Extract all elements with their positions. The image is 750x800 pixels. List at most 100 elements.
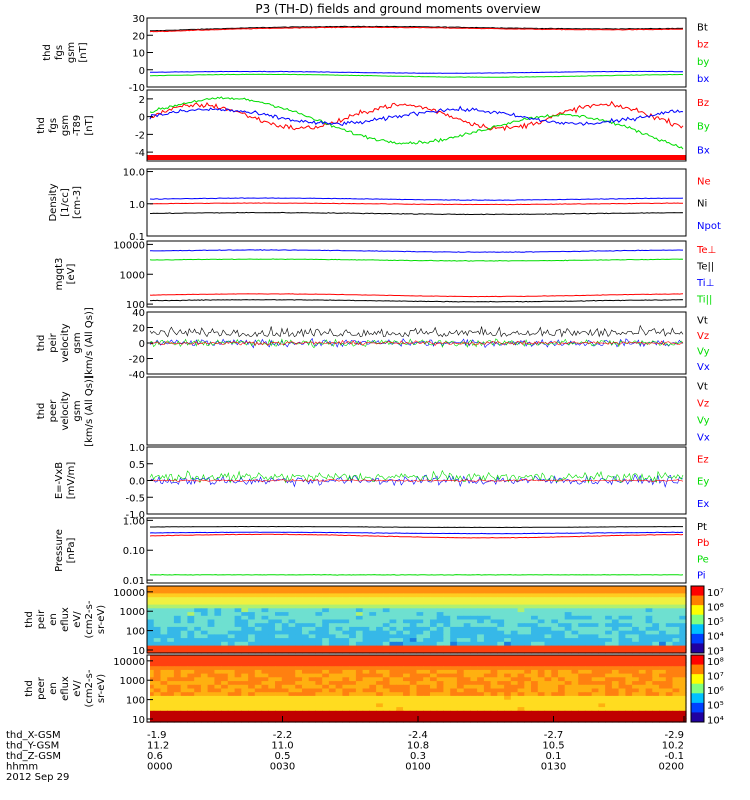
spectrogram-cell — [362, 699, 370, 704]
spectrogram-cell — [430, 615, 438, 621]
spectrogram-cell — [672, 619, 680, 624]
spectrogram-cell — [200, 666, 209, 671]
spectrogram-cell — [605, 645, 613, 650]
spectrogram-cell — [389, 626, 397, 632]
spectrogram-cell — [214, 684, 222, 690]
spectrogram-cell — [160, 695, 168, 701]
spectrogram-cell — [173, 677, 182, 682]
spectrogram-cell — [645, 688, 653, 693]
spectrogram-cell — [672, 692, 680, 697]
spectrogram-cell — [315, 586, 323, 591]
spectrogram-cell — [605, 688, 613, 693]
spectrogram-cell — [436, 677, 444, 682]
spectrogram-cell — [423, 655, 431, 660]
spectrogram-cell — [672, 586, 680, 591]
spectrogram-cell — [638, 677, 647, 682]
spectrogram-cell — [241, 684, 249, 690]
spectrogram-cell — [551, 666, 559, 671]
spectrogram-cell — [342, 645, 350, 650]
spectrogram-cell — [295, 597, 303, 602]
spectrogram-cell — [618, 692, 626, 697]
spectrogram-cell — [638, 692, 647, 697]
spectrogram-cell — [207, 600, 215, 606]
spectrogram-cell — [665, 604, 674, 609]
spectrogram-cell — [180, 662, 188, 667]
spectrogram-cell — [342, 710, 350, 716]
spectrogram-cell — [355, 586, 364, 591]
spectrogram-cell — [221, 619, 229, 624]
spectrogram-cell — [335, 677, 343, 682]
spectrogram-cell — [423, 641, 431, 647]
spectrogram-cell — [376, 669, 384, 675]
spectrogram-cell — [214, 593, 222, 598]
spectrogram-cell — [180, 692, 188, 697]
spectrogram-cell — [659, 658, 667, 663]
spectrogram-cell — [618, 655, 626, 660]
spectrogram-cell — [652, 649, 660, 654]
spectrogram-cell — [248, 714, 256, 719]
spectrogram-cell — [396, 626, 404, 632]
spectrogram-cell — [652, 703, 660, 708]
spectrogram-cell — [591, 695, 599, 701]
spectrogram-cell — [322, 612, 330, 617]
spectrogram-cell — [531, 703, 539, 708]
spectrogram-cell — [450, 630, 458, 635]
spectrogram-cell — [463, 626, 471, 632]
spectrogram-cell — [308, 615, 316, 621]
spectrogram-cell — [173, 707, 182, 712]
spectrogram-cell — [578, 630, 586, 635]
spectrogram-cell — [200, 695, 209, 701]
spectrogram-cell — [672, 695, 680, 701]
spectrogram-cell — [436, 707, 444, 712]
spectrogram-cell — [645, 634, 653, 639]
spectrogram-cell — [153, 669, 161, 675]
spectrogram-cell — [173, 681, 182, 686]
footer-value: 0100 — [405, 762, 430, 773]
spectrogram-cell — [463, 655, 471, 660]
spectrogram-cell — [578, 688, 586, 693]
spectrogram-cell — [153, 677, 161, 682]
spectrogram-cell — [376, 626, 384, 632]
spectrogram-cell — [167, 586, 175, 591]
spectrogram-cell — [537, 714, 546, 719]
spectrogram-cell — [551, 645, 559, 650]
spectrogram-cell — [187, 649, 195, 654]
spectrogram-cell — [180, 707, 188, 712]
spectrogram-cell — [302, 718, 310, 723]
spectrogram-cell — [672, 593, 680, 598]
spectrogram-cell — [335, 600, 343, 606]
spectrogram-cell — [227, 638, 236, 643]
spectrogram-cell — [611, 695, 620, 701]
spectrogram-cell — [591, 612, 599, 617]
spectrogram-cell — [376, 586, 384, 591]
spectrogram-cell — [652, 684, 660, 690]
spectrogram-cell — [369, 662, 377, 667]
spectrogram-cell — [302, 677, 310, 682]
spectrogram-cell — [584, 638, 593, 643]
spectrogram-cell — [679, 710, 687, 716]
spectrogram-cell — [369, 649, 377, 654]
spectrogram-cell — [416, 623, 424, 628]
spectrogram-cell — [430, 658, 438, 663]
spectrogram-cell — [335, 714, 343, 719]
spectrogram-cell — [234, 608, 242, 613]
spectrogram-cell — [591, 710, 599, 716]
spectrogram-cell — [335, 681, 343, 686]
spectrogram-cell — [268, 608, 276, 613]
spectrogram-cell — [625, 703, 633, 708]
spectrogram-cell — [450, 612, 458, 617]
spectrogram-cell — [382, 669, 391, 675]
spectrogram-cell — [349, 707, 357, 712]
spectrogram-cell — [443, 623, 451, 628]
spectrogram-cell — [679, 692, 687, 697]
spectrogram-cell — [558, 586, 566, 591]
spectrogram-cell — [483, 649, 492, 654]
spectrogram-cell — [396, 707, 404, 712]
spectrogram-cell — [510, 645, 519, 650]
footer-value: 0000 — [147, 762, 172, 773]
spectrogram-cell — [207, 666, 215, 671]
spectrogram-cell — [227, 688, 236, 693]
spectrogram-cell — [315, 673, 323, 678]
spectrogram-cell — [436, 688, 444, 693]
spectrogram-cell — [227, 681, 236, 686]
